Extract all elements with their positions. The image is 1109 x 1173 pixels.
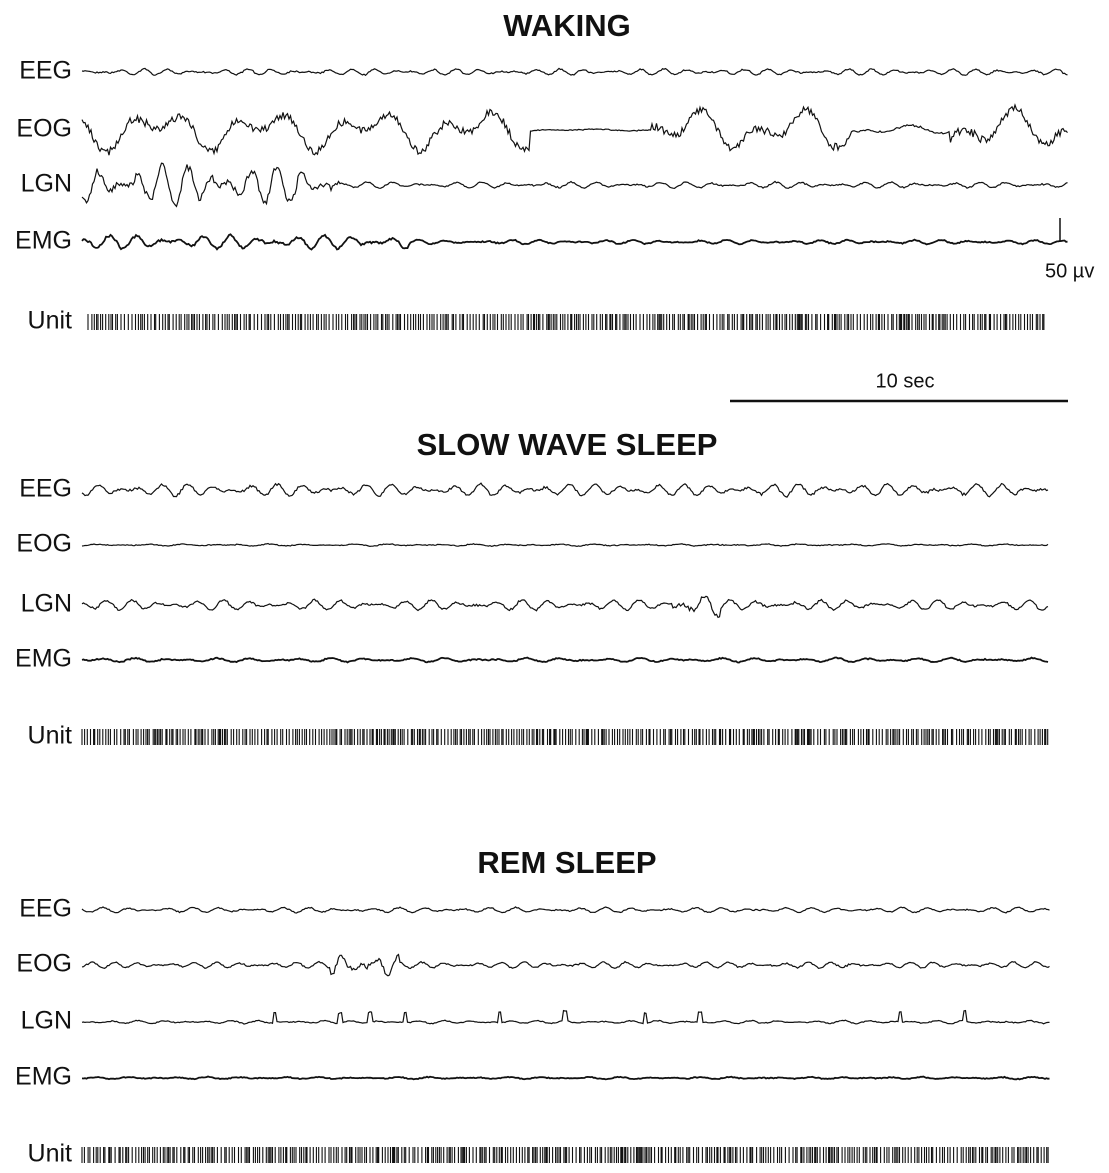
- trace: [81, 67, 1068, 77]
- channel-label: EOG: [16, 950, 72, 978]
- channel-label: EOG: [16, 530, 72, 558]
- channel-label: EOG: [16, 115, 72, 143]
- channel-label: Unit: [28, 307, 73, 335]
- trace: [81, 1009, 1050, 1025]
- trace: [81, 162, 1068, 208]
- unit-spikes: [81, 729, 1049, 745]
- channel-label: Unit: [28, 1140, 73, 1168]
- channel-label: EMG: [15, 645, 72, 673]
- trace: [81, 542, 1049, 548]
- channel-label: EMG: [15, 1063, 72, 1091]
- channel-label: LGN: [21, 170, 72, 198]
- panel-title: WAKING: [503, 8, 630, 43]
- trace: [81, 1075, 1050, 1081]
- channel-label: EMG: [15, 227, 72, 255]
- channel-label: LGN: [21, 1007, 72, 1035]
- trace: [81, 953, 1050, 977]
- trace: [81, 103, 1068, 156]
- channel-label: EEG: [19, 475, 72, 503]
- unit-spikes: [81, 1147, 1049, 1163]
- trace: [81, 656, 1049, 664]
- trace: [81, 482, 1049, 498]
- channel-label: EEG: [19, 57, 72, 85]
- panel-title: REM SLEEP: [477, 845, 656, 880]
- time-scale-label: 10 sec: [876, 370, 935, 392]
- trace: [81, 906, 1050, 914]
- channel-label: LGN: [21, 590, 72, 618]
- panel-title: SLOW WAVE SLEEP: [417, 427, 718, 462]
- channel-label: Unit: [28, 722, 73, 750]
- channel-label: EEG: [19, 895, 72, 923]
- unit-spikes: [87, 314, 1045, 330]
- trace: [81, 233, 1068, 251]
- amplitude-scale-label: 50 µv: [1045, 260, 1094, 282]
- trace: [81, 595, 1049, 619]
